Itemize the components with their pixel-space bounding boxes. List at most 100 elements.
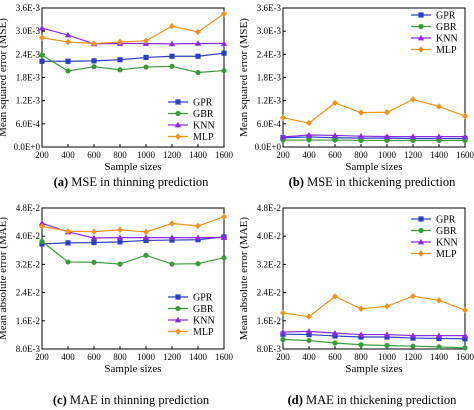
data-point-knn <box>194 40 202 46</box>
data-point-knn <box>168 40 176 47</box>
x-tick-label: 800 <box>354 352 368 362</box>
legend-marker <box>418 23 424 30</box>
data-point-mlp <box>436 103 442 110</box>
data-point-knn <box>331 329 339 336</box>
panel-caption-text: MAE in thinning prediction <box>70 393 210 407</box>
x-tick-label: 1000 <box>137 352 156 362</box>
legend-label: GBR <box>193 304 214 315</box>
y-tick-label: 1.8E-3 <box>257 73 282 83</box>
x-tick-label: 400 <box>302 352 316 362</box>
x-tick-label: 200 <box>35 150 49 160</box>
y-tick-label: 3.6E-3 <box>16 3 41 13</box>
data-point-gpr <box>65 58 71 64</box>
legend-marker <box>418 250 424 257</box>
data-point-mlp <box>306 119 312 127</box>
data-point-gpr <box>91 58 97 64</box>
legend-label: GBR <box>436 22 457 33</box>
y-tick-label: 1.6E-2 <box>257 316 281 326</box>
data-point-mlp <box>332 293 338 300</box>
y-tick-label: 3.6E-3 <box>257 3 282 13</box>
series-line-knn <box>41 27 224 45</box>
data-point-mlp <box>91 228 97 235</box>
x-tick-label: 1000 <box>378 352 397 362</box>
x-axis-label: Sample sizes <box>104 161 161 173</box>
y-tick-label: 3.2E-2 <box>257 259 281 269</box>
legend-label: KNN <box>193 121 215 132</box>
data-point-knn <box>305 131 313 138</box>
series-knn <box>279 131 469 140</box>
data-point-gbr <box>410 137 416 144</box>
series-mlp <box>39 10 227 47</box>
data-point-mlp <box>221 10 227 17</box>
data-point-mlp <box>169 22 175 30</box>
data-point-gpr <box>306 331 312 338</box>
data-point-gbr <box>91 64 97 70</box>
data-point-gbr <box>436 137 442 144</box>
y-tick-label: 1.2E-3 <box>257 96 282 106</box>
series-line-knn <box>282 330 465 337</box>
y-tick-label: 8.0E-3 <box>257 344 282 354</box>
plot-frame <box>41 207 225 350</box>
x-tick-label: 1400 <box>430 150 449 160</box>
data-point-knn <box>383 331 391 337</box>
y-tick-label: 8.0E-3 <box>16 344 41 354</box>
data-point-gbr <box>436 344 442 350</box>
y-tick-label: 4.8E-2 <box>16 203 40 213</box>
data-point-mlp <box>384 109 390 116</box>
y-tick-label: 2.4E-3 <box>257 49 282 59</box>
legend-marker <box>417 34 425 41</box>
data-point-mlp <box>91 40 97 47</box>
legend-label: GBR <box>193 109 214 120</box>
data-point-mlp <box>195 28 201 36</box>
y-tick-label: 3.0E-3 <box>257 26 282 36</box>
legend-marker <box>174 316 182 323</box>
panel-letter: (b) <box>289 175 307 189</box>
legend-marker <box>418 12 424 18</box>
y-tick-label: 4.0E-2 <box>16 231 40 241</box>
data-point-mlp <box>280 114 286 121</box>
x-tick-label: 200 <box>35 352 49 362</box>
x-tick-label: 1600 <box>456 150 474 160</box>
data-point-mlp <box>65 228 71 235</box>
legend-label: KNN <box>436 238 458 249</box>
y-tick-label: 0.0E+0 <box>14 142 41 152</box>
data-point-knn <box>279 328 287 335</box>
series-gbr <box>280 336 468 351</box>
chart-panel-0: 200 400 600 800 1000 1200 1400 1600 Sample sizes… <box>0 3 234 189</box>
data-point-gpr <box>436 335 442 342</box>
x-tick-label: 400 <box>61 150 75 160</box>
legend-label: MLP <box>193 327 214 338</box>
data-point-gpr <box>195 53 201 59</box>
y-axis-label: Mean squared error (MSE) <box>238 18 250 137</box>
legend-label: GPR <box>193 293 213 304</box>
x-tick-label: 600 <box>328 150 342 160</box>
data-point-gbr <box>462 345 468 351</box>
panel-letter: (a) <box>54 175 72 189</box>
data-point-mlp <box>39 223 45 230</box>
series-gbr <box>39 52 227 76</box>
x-tick-label: 1000 <box>378 150 397 160</box>
data-point-gbr <box>306 137 312 143</box>
legend-marker <box>175 133 181 140</box>
legend-label: GPR <box>193 98 213 109</box>
y-tick-label: 3.2E-2 <box>16 259 40 269</box>
data-point-knn <box>168 234 176 241</box>
x-tick-label: 1200 <box>404 150 423 160</box>
data-point-knn <box>38 219 46 226</box>
plot-frame <box>282 207 466 350</box>
data-point-mlp <box>169 220 175 227</box>
y-tick-label: 2.4E-2 <box>16 288 40 298</box>
data-point-mlp <box>410 96 416 103</box>
x-tick-label: 1200 <box>163 150 182 160</box>
series-gpr <box>39 50 227 64</box>
panel-caption-text: MAE in thickening prediction <box>306 393 457 407</box>
data-point-knn <box>220 234 228 241</box>
series-line-gpr <box>282 333 466 340</box>
data-point-gbr <box>195 69 201 76</box>
data-point-gbr <box>195 261 201 267</box>
legend-label: MLP <box>193 132 214 143</box>
